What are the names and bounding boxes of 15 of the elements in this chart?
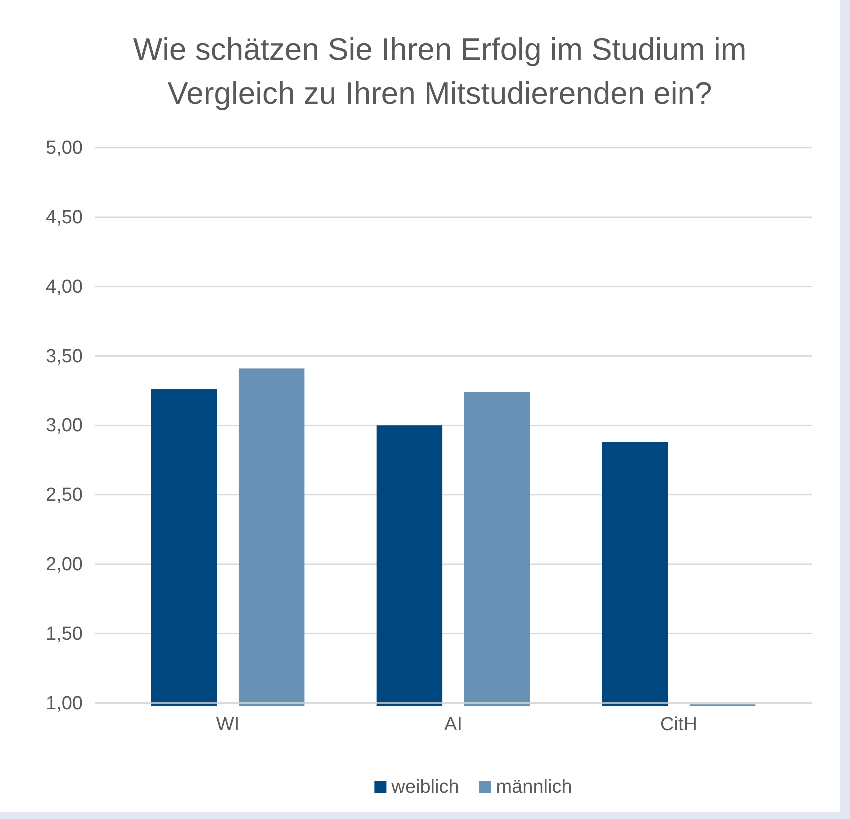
y-tick-label: 4,50 (46, 207, 83, 228)
y-tick-label: 5,00 (46, 138, 83, 160)
y-tick-label: 3,50 (46, 346, 83, 368)
y-tick-label: 1,50 (46, 624, 83, 645)
y-tick-label: 4,00 (46, 276, 83, 298)
y-tick-label: 3,00 (46, 416, 83, 437)
x-tick-label: AI (444, 714, 462, 736)
chart-title: Wie schätzen Sie Ihren Erfolg im Studium im Vergleich zu Ihren Mitstudierenden ein? (133, 32, 747, 111)
y-tick-label: 2,50 (46, 485, 83, 506)
x-tick-label: WI (216, 714, 240, 736)
x-tick-label: CitH (660, 714, 698, 736)
legend-label: männlich (496, 777, 572, 798)
y-tick-label: 2,00 (46, 554, 83, 576)
y-tick-label: 1,00 (46, 693, 83, 714)
legend-label: weiblich (390, 777, 460, 798)
